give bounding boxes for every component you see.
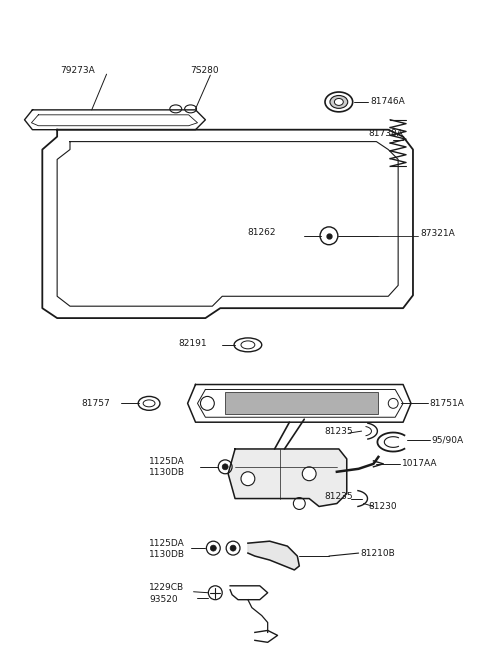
Bar bbox=[225, 392, 378, 415]
Circle shape bbox=[206, 541, 220, 555]
Text: 81746A: 81746A bbox=[371, 97, 405, 106]
Ellipse shape bbox=[335, 99, 343, 105]
Circle shape bbox=[388, 398, 398, 408]
Text: 1125DA: 1125DA bbox=[149, 457, 185, 466]
Text: 81235: 81235 bbox=[324, 426, 353, 436]
Text: 81751A: 81751A bbox=[430, 399, 465, 408]
Text: 79273A: 79273A bbox=[60, 66, 95, 75]
Text: 1125DA: 1125DA bbox=[149, 539, 185, 548]
Text: 7S280: 7S280 bbox=[191, 66, 219, 75]
Circle shape bbox=[222, 464, 228, 470]
Circle shape bbox=[320, 227, 338, 244]
Circle shape bbox=[230, 545, 236, 551]
Circle shape bbox=[226, 541, 240, 555]
Text: 1017AA: 1017AA bbox=[402, 459, 438, 468]
Circle shape bbox=[210, 545, 216, 551]
Text: 1130DB: 1130DB bbox=[149, 549, 185, 558]
Text: 95/90A: 95/90A bbox=[432, 436, 464, 445]
Text: 82191: 82191 bbox=[179, 340, 207, 348]
Text: 1130DB: 1130DB bbox=[149, 468, 185, 477]
Text: 81757: 81757 bbox=[82, 399, 110, 408]
Circle shape bbox=[201, 396, 214, 411]
Text: 1229CB: 1229CB bbox=[149, 583, 184, 593]
Polygon shape bbox=[228, 449, 347, 507]
Circle shape bbox=[293, 497, 305, 509]
Ellipse shape bbox=[330, 95, 348, 108]
Text: 81210B: 81210B bbox=[360, 549, 396, 558]
Text: 81262: 81262 bbox=[247, 229, 276, 237]
Circle shape bbox=[302, 467, 316, 481]
Polygon shape bbox=[248, 541, 300, 570]
Circle shape bbox=[241, 472, 255, 486]
Text: 81738A: 81738A bbox=[369, 129, 403, 138]
Text: 93520: 93520 bbox=[149, 595, 178, 604]
Text: 87321A: 87321A bbox=[420, 229, 455, 238]
Circle shape bbox=[208, 586, 222, 600]
Circle shape bbox=[218, 460, 232, 474]
Text: 81230: 81230 bbox=[369, 502, 397, 511]
Text: 81235: 81235 bbox=[324, 492, 353, 501]
